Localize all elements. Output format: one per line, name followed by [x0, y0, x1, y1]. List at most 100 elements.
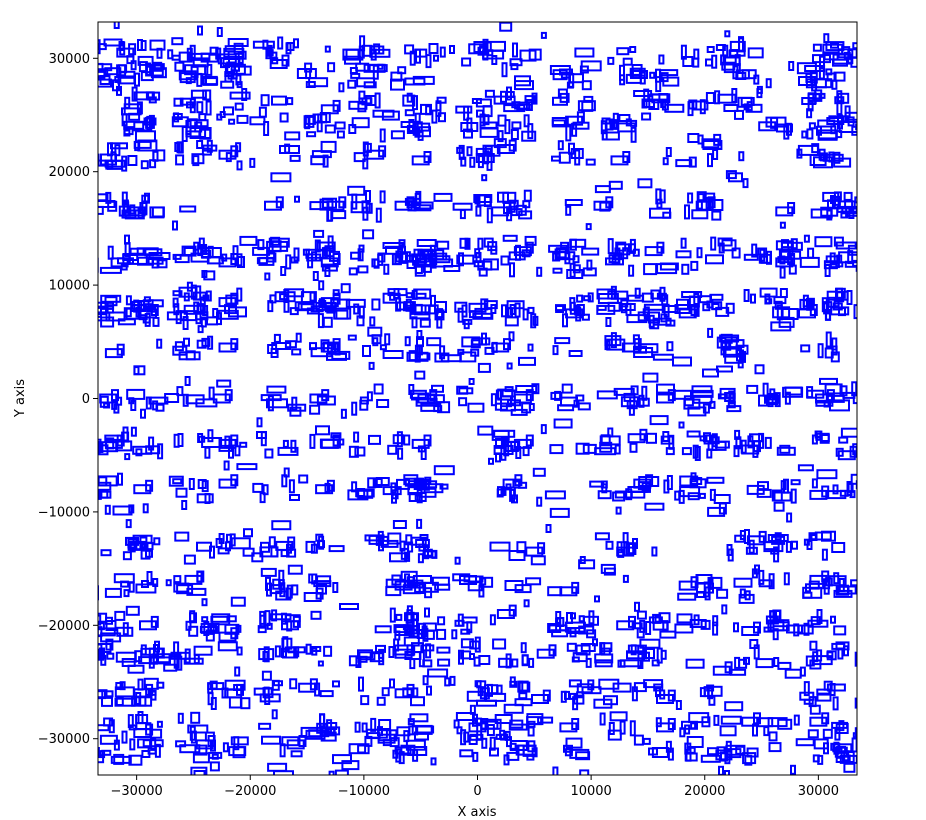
data-box — [275, 540, 294, 551]
data-box — [711, 433, 718, 448]
data-box — [578, 559, 596, 570]
data-box — [746, 535, 765, 546]
data-box — [672, 356, 692, 367]
data-box — [206, 63, 213, 76]
data-box — [98, 286, 99, 298]
data-box — [753, 712, 761, 725]
data-box — [379, 190, 386, 204]
data-box — [677, 592, 697, 601]
data-box — [323, 645, 333, 657]
data-box — [731, 247, 741, 259]
data-box — [91, 196, 95, 205]
data-box — [306, 131, 317, 138]
data-box — [207, 735, 216, 747]
data-box — [809, 659, 822, 670]
data-box — [414, 112, 421, 123]
data-box — [851, 125, 857, 136]
data-box — [99, 734, 118, 745]
data-box — [686, 736, 704, 748]
data-box — [809, 71, 818, 84]
data-box — [373, 383, 384, 395]
data-box — [230, 537, 251, 550]
data-box — [286, 97, 294, 106]
data-box — [642, 737, 651, 745]
data-box — [326, 479, 335, 492]
data-box — [347, 185, 366, 196]
data-box — [335, 309, 349, 320]
data-box — [576, 304, 585, 316]
data-box — [345, 298, 366, 308]
data-box — [476, 699, 497, 707]
data-box — [604, 335, 622, 347]
data-box — [826, 389, 835, 402]
data-box — [98, 648, 99, 656]
data-box — [113, 22, 120, 29]
data-box — [641, 98, 648, 109]
data-box — [285, 42, 292, 55]
data-box — [780, 480, 787, 491]
data-box — [790, 238, 798, 250]
y-tick-label: −20000 — [38, 619, 90, 634]
data-box — [773, 296, 787, 305]
data-box — [831, 542, 846, 553]
data-box — [134, 141, 141, 152]
data-box — [309, 393, 328, 404]
data-box — [779, 266, 786, 279]
data-box — [620, 303, 627, 314]
data-box — [764, 436, 772, 449]
data-box — [242, 547, 255, 557]
data-box — [651, 546, 658, 557]
data-box — [289, 678, 298, 690]
data-box — [550, 391, 563, 400]
data-box — [202, 75, 218, 86]
data-box — [309, 678, 318, 691]
data-box — [98, 747, 100, 758]
data-box — [209, 46, 219, 56]
data-box — [139, 620, 157, 631]
data-box — [499, 729, 506, 740]
data-box — [678, 421, 685, 429]
data-box — [324, 267, 331, 277]
data-box — [126, 388, 146, 400]
data-box — [410, 696, 425, 707]
data-box — [284, 131, 301, 141]
data-box — [381, 110, 400, 121]
data-box — [630, 126, 637, 143]
data-box — [313, 229, 325, 238]
data-box — [569, 238, 577, 251]
data-box — [108, 719, 115, 734]
data-box — [273, 333, 281, 343]
data-box — [662, 157, 669, 166]
data-box — [708, 695, 716, 706]
data-box — [525, 389, 534, 402]
y-axis-label: Y axis — [13, 379, 28, 418]
data-box — [482, 38, 489, 53]
data-box — [616, 546, 635, 557]
data-box — [260, 94, 270, 107]
data-box — [152, 400, 159, 411]
data-box — [814, 236, 833, 248]
data-box — [305, 540, 316, 553]
data-box — [856, 491, 857, 499]
data-box — [249, 157, 256, 168]
data-box — [698, 492, 706, 499]
data-box — [847, 482, 854, 493]
data-box — [175, 154, 185, 166]
data-box — [414, 494, 421, 502]
data-box — [98, 153, 100, 166]
data-box — [463, 731, 470, 743]
data-box — [527, 726, 535, 737]
data-box — [189, 612, 197, 624]
data-box — [821, 485, 830, 498]
data-box — [619, 720, 626, 735]
data-box — [317, 313, 324, 329]
data-box — [135, 714, 149, 724]
data-box — [289, 154, 301, 162]
data-box — [681, 447, 692, 456]
data-box — [183, 337, 190, 347]
data-box — [262, 687, 274, 699]
data-box — [334, 121, 346, 130]
data-box — [798, 76, 816, 86]
data-box — [197, 25, 203, 36]
data-box — [303, 115, 310, 129]
